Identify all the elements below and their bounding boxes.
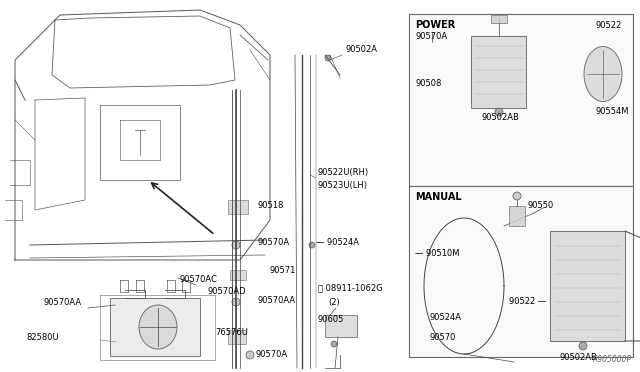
Text: 90502A: 90502A: [345, 45, 377, 54]
Circle shape: [331, 341, 337, 347]
Text: 90570AA: 90570AA: [258, 296, 296, 305]
Bar: [409, 186, 633, 357]
Bar: [325, 315, 357, 337]
Bar: [425, 79, 439, 97]
Bar: [491, 15, 507, 23]
Text: 90508: 90508: [415, 79, 442, 88]
Circle shape: [513, 192, 521, 200]
Circle shape: [429, 27, 435, 33]
Text: 90605: 90605: [318, 315, 344, 324]
Text: 90570AC: 90570AC: [180, 275, 218, 284]
Text: 90570AD: 90570AD: [208, 287, 246, 296]
Circle shape: [232, 298, 240, 306]
Circle shape: [579, 342, 587, 350]
Circle shape: [325, 55, 331, 61]
Ellipse shape: [584, 46, 622, 102]
Text: 90518: 90518: [258, 201, 284, 210]
Text: 90570A: 90570A: [415, 32, 447, 41]
Bar: [110, 298, 200, 356]
Bar: [230, 270, 246, 280]
Text: — 90510M: — 90510M: [415, 249, 460, 258]
Ellipse shape: [139, 305, 177, 349]
Bar: [550, 231, 625, 341]
Text: 90502AB: 90502AB: [560, 353, 598, 362]
Circle shape: [495, 108, 503, 116]
Text: 82580U: 82580U: [26, 333, 59, 342]
Circle shape: [309, 242, 315, 248]
Text: 90524A: 90524A: [430, 313, 462, 322]
Circle shape: [246, 351, 254, 359]
Circle shape: [232, 241, 240, 249]
Text: — 90524A: — 90524A: [316, 238, 359, 247]
Text: 90570A: 90570A: [258, 238, 290, 247]
Bar: [490, 315, 508, 327]
Text: 90522U(RH): 90522U(RH): [318, 168, 369, 177]
Text: 76576U: 76576U: [215, 328, 248, 337]
Bar: [228, 200, 248, 214]
Text: R905000P: R905000P: [593, 355, 632, 364]
Text: 90522 —: 90522 —: [509, 297, 547, 306]
Bar: [409, 14, 633, 186]
Text: POWER: POWER: [415, 20, 455, 30]
Text: (2): (2): [328, 298, 340, 307]
Text: 90570: 90570: [430, 333, 456, 342]
Bar: [471, 36, 526, 108]
Text: 90502AB: 90502AB: [481, 113, 519, 122]
Text: Ⓐ 08911-1062G: Ⓐ 08911-1062G: [318, 283, 383, 292]
Bar: [490, 333, 508, 345]
Bar: [427, 42, 437, 64]
Text: 90523U(LH): 90523U(LH): [318, 181, 368, 190]
Bar: [228, 330, 246, 344]
Text: 90570AA: 90570AA: [44, 298, 82, 307]
Text: 90571: 90571: [270, 266, 296, 275]
Text: 90554M: 90554M: [595, 107, 628, 116]
Text: 90570A: 90570A: [255, 350, 287, 359]
Text: MANUAL: MANUAL: [415, 192, 461, 202]
Text: 90522: 90522: [595, 21, 621, 30]
Text: 90550: 90550: [527, 201, 553, 210]
Bar: [509, 206, 525, 226]
